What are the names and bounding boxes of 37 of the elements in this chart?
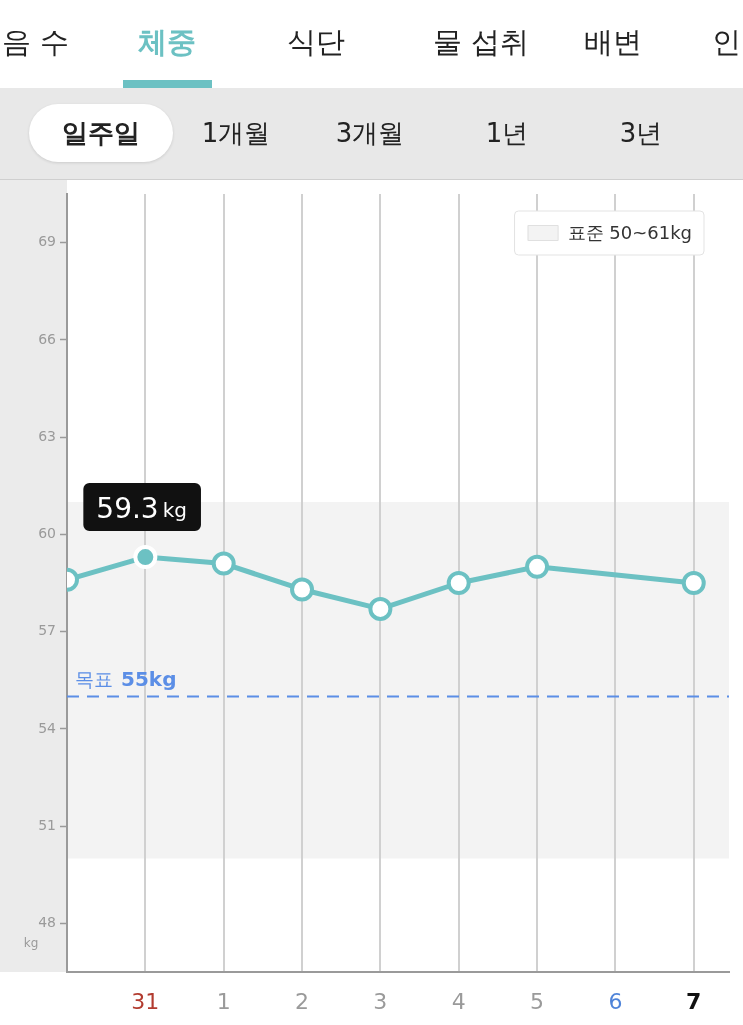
point — [368, 596, 393, 621]
y-tick-label: 66 — [38, 330, 57, 347]
y-tick-label: 63 — [38, 427, 56, 444]
text: 1개월 — [201, 117, 271, 150]
point — [446, 571, 471, 595]
point — [133, 545, 158, 570]
text: 체중 — [138, 24, 196, 61]
x-tick-label: 3 — [373, 988, 388, 1014]
point — [525, 554, 550, 579]
text: 물 섭취 — [432, 24, 530, 61]
text: 일주일 — [62, 117, 140, 150]
text: 3개월 — [335, 117, 405, 150]
text: 인 — [712, 24, 741, 61]
text: 1년 — [485, 117, 529, 150]
ref-line-label: 목표 55kg — [75, 667, 177, 692]
y-axis-title: kg — [23, 935, 39, 950]
y-tick-label: 57 — [38, 622, 56, 639]
x-tick-label: 6 — [608, 988, 623, 1014]
y-tick-label: 60 — [38, 525, 56, 542]
x-tick-label: 4 — [451, 988, 466, 1014]
x-tick-label: 7 — [686, 988, 702, 1014]
x-tick-label: 1 — [216, 988, 231, 1014]
text: 음 수 — [2, 24, 70, 61]
y-tick-label: 54 — [38, 719, 57, 736]
y-tick-label: 69 — [38, 233, 56, 250]
y-tick-label: 51 — [38, 816, 56, 833]
text: 식단 — [287, 24, 345, 61]
point — [211, 551, 236, 576]
text: 배변 — [584, 24, 642, 61]
legend-label: 표준 50~61kg — [567, 221, 693, 243]
point — [290, 577, 315, 602]
x-tick-label: 31 — [131, 988, 160, 1014]
y-tick-label: 48 — [38, 914, 56, 931]
point — [681, 571, 706, 595]
x-tick-label: 5 — [530, 988, 545, 1014]
x-tick-label: 2 — [295, 988, 310, 1014]
text: 3년 — [619, 117, 663, 150]
